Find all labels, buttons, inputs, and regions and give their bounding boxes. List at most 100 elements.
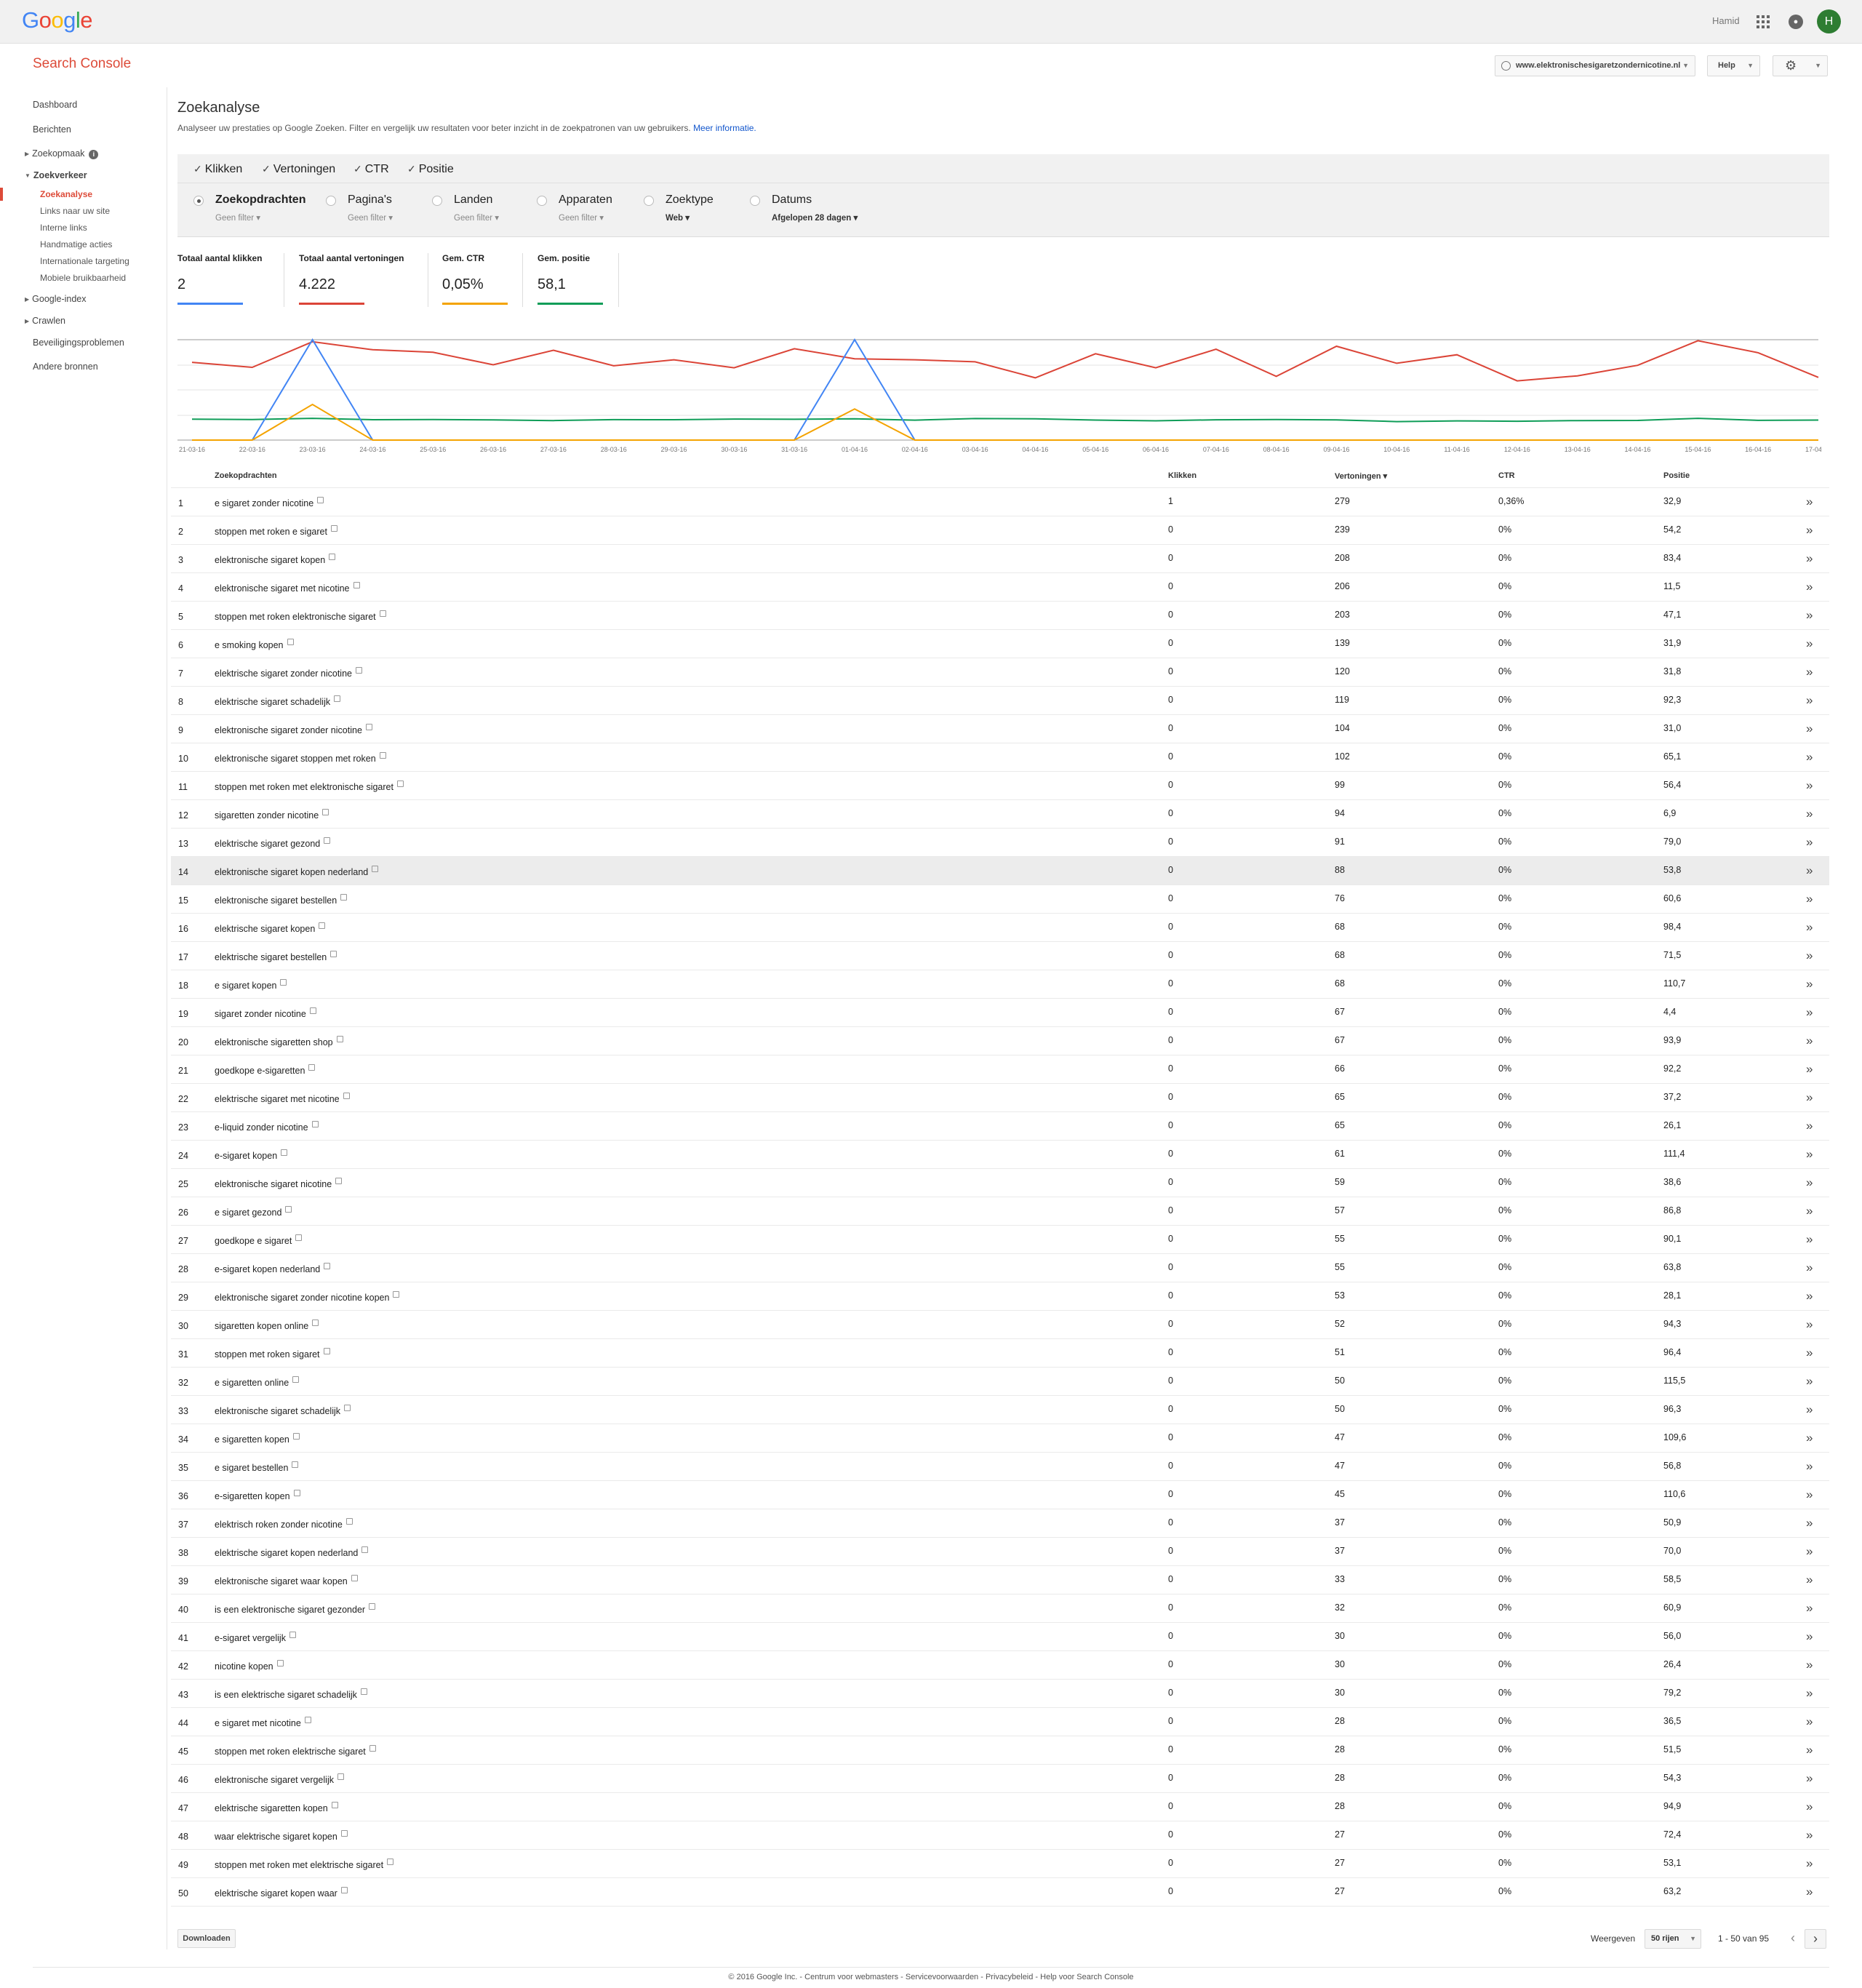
- table-row[interactable]: 18 e sigaret kopen 0 68 0% 110,7 »: [171, 970, 1829, 998]
- query-text[interactable]: elektrische sigaret schadelijk: [215, 695, 341, 707]
- external-link-icon[interactable]: [292, 1376, 300, 1383]
- settings-button[interactable]: ⚙ ▼: [1773, 55, 1828, 76]
- row-details-icon[interactable]: »: [1806, 693, 1813, 707]
- query-text[interactable]: e smoking kopen: [215, 639, 294, 650]
- query-text[interactable]: elektrische sigaret kopen nederland: [215, 1546, 369, 1558]
- query-text[interactable]: elektrisch roken zonder nicotine: [215, 1518, 353, 1530]
- external-link-icon[interactable]: [372, 866, 379, 872]
- table-row[interactable]: 25 elektronische sigaret nicotine 0 59 0% 38,…: [171, 1168, 1829, 1197]
- row-details-icon[interactable]: »: [1806, 1005, 1813, 1019]
- table-row[interactable]: 47 elektrische sigaretten kopen 0 28 0% 94,9 »: [171, 1792, 1829, 1821]
- row-details-icon[interactable]: »: [1806, 1856, 1813, 1870]
- query-text[interactable]: elektrische sigaret met nicotine: [215, 1093, 350, 1104]
- row-details-icon[interactable]: »: [1806, 1431, 1813, 1445]
- filter-dropdown[interactable]: Geen filter ▾: [454, 214, 500, 223]
- table-row[interactable]: 38 elektrische sigaret kopen nederland 0 37…: [171, 1537, 1829, 1565]
- table-row[interactable]: 42 nicotine kopen 0 30 0% 26,4 »: [171, 1650, 1829, 1679]
- table-row[interactable]: 41 e-sigaret vergelijk 0 30 0% 56,0 »: [171, 1622, 1829, 1650]
- query-text[interactable]: goedkope e-sigaretten: [215, 1064, 316, 1076]
- external-link-icon[interactable]: [304, 1717, 311, 1723]
- sidebar-item-mobiele-bruikbaarheid[interactable]: Mobiele bruikbaarheid: [40, 273, 127, 283]
- query-text[interactable]: elektronische sigaret schadelijk: [215, 1405, 351, 1416]
- row-details-icon[interactable]: »: [1806, 1544, 1813, 1558]
- row-details-icon[interactable]: »: [1806, 920, 1813, 934]
- table-row[interactable]: 13 elektrische sigaret gezond 0 91 0% 79,0 »: [171, 828, 1829, 856]
- query-text[interactable]: stoppen met roken sigaret: [215, 1348, 330, 1360]
- query-text[interactable]: e-sigaret vergelijk: [215, 1632, 296, 1643]
- external-link-icon[interactable]: [311, 1121, 319, 1127]
- row-details-icon[interactable]: »: [1806, 1289, 1813, 1303]
- row-details-icon[interactable]: »: [1806, 778, 1813, 792]
- table-row[interactable]: 6 e smoking kopen 0 139 0% 31,9 »: [171, 629, 1829, 658]
- external-link-icon[interactable]: [361, 1546, 369, 1553]
- header-query[interactable]: Zoekopdrachten: [215, 471, 277, 480]
- sidebar-item-zoekanalyse[interactable]: Zoekanalyse: [40, 189, 93, 199]
- google-logo[interactable]: Google: [22, 7, 93, 33]
- sidebar-item-crawlen[interactable]: ▶ Crawlen: [25, 316, 65, 326]
- header-ctr[interactable]: CTR: [1498, 471, 1515, 480]
- query-text[interactable]: stoppen met roken elektronische sigaret: [215, 610, 386, 622]
- external-link-icon[interactable]: [276, 1660, 284, 1666]
- header-position[interactable]: Positie: [1663, 471, 1690, 480]
- external-link-icon[interactable]: [312, 1320, 319, 1326]
- external-link-icon[interactable]: [379, 752, 386, 759]
- table-row[interactable]: 20 elektronische sigaretten shop 0 67 0% 93,9…: [171, 1026, 1829, 1055]
- sidebar-item-links-naar-site[interactable]: Links naar uw site: [40, 206, 111, 216]
- table-row[interactable]: 30 sigaretten kopen online 0 52 0% 94,3 »: [171, 1310, 1829, 1338]
- row-details-icon[interactable]: »: [1806, 580, 1813, 594]
- query-text[interactable]: elektronische sigaretten shop: [215, 1036, 343, 1047]
- external-link-icon[interactable]: [295, 1234, 303, 1241]
- row-details-icon[interactable]: »: [1806, 977, 1813, 991]
- row-details-icon[interactable]: »: [1806, 608, 1813, 622]
- sidebar-item-handmatige-acties[interactable]: Handmatige acties: [40, 239, 113, 250]
- table-row[interactable]: 48 waar elektrische sigaret kopen 0 27 0% 72,…: [171, 1821, 1829, 1849]
- query-text[interactable]: waar elektrische sigaret kopen: [215, 1830, 348, 1842]
- radio-unselected[interactable]: [537, 196, 547, 206]
- row-details-icon[interactable]: »: [1806, 722, 1813, 735]
- filter-dropdown[interactable]: Geen filter ▾: [348, 214, 393, 223]
- query-text[interactable]: e sigaret met nicotine: [215, 1717, 311, 1728]
- external-link-icon[interactable]: [396, 781, 404, 787]
- external-link-icon[interactable]: [287, 639, 294, 645]
- help-button[interactable]: Help ▼: [1707, 55, 1760, 76]
- apps-grid-icon[interactable]: [1757, 15, 1770, 28]
- row-details-icon[interactable]: »: [1806, 750, 1813, 764]
- query-text[interactable]: e sigaretten online: [215, 1376, 300, 1388]
- table-row[interactable]: 34 e sigaretten kopen 0 47 0% 109,6 »: [171, 1424, 1829, 1452]
- query-text[interactable]: goedkope e sigaret: [215, 1234, 303, 1246]
- query-text[interactable]: elektronische sigaret waar kopen: [215, 1575, 358, 1586]
- row-details-icon[interactable]: »: [1806, 1261, 1813, 1274]
- checkbox-klikken[interactable]: ✓ Klikken: [193, 163, 242, 176]
- table-row[interactable]: 33 elektronische sigaret schadelijk 0 50 0% 9…: [171, 1395, 1829, 1424]
- external-link-icon[interactable]: [289, 1632, 296, 1638]
- query-text[interactable]: elektronische sigaret vergelijk: [215, 1773, 344, 1785]
- external-link-icon[interactable]: [369, 1745, 376, 1752]
- query-text[interactable]: e-sigaret kopen nederland: [215, 1263, 331, 1274]
- external-link-icon[interactable]: [365, 724, 372, 730]
- prev-page-button[interactable]: ‹: [1791, 1931, 1795, 1945]
- row-details-icon[interactable]: »: [1806, 1204, 1813, 1218]
- external-link-icon[interactable]: [308, 1064, 316, 1071]
- performance-chart[interactable]: 21-03-16 22-03-16 23-03-16 24-03-16 25-03-16…: [177, 331, 1821, 458]
- table-row[interactable]: 14 elektronische sigaret kopen nederland 0…: [171, 856, 1829, 885]
- row-details-icon[interactable]: »: [1806, 1885, 1813, 1899]
- query-text[interactable]: elektronische sigaret zonder nicotine ko…: [215, 1291, 400, 1303]
- table-row[interactable]: 17 elektrische sigaret bestellen 0 68 0% 71,5…: [171, 941, 1829, 970]
- checkbox-positie[interactable]: ✓ Positie: [407, 163, 454, 176]
- external-link-icon[interactable]: [319, 922, 326, 929]
- checkbox-vertoningen[interactable]: ✓ Vertoningen: [262, 163, 335, 176]
- external-link-icon[interactable]: [329, 554, 336, 560]
- external-link-icon[interactable]: [356, 667, 362, 674]
- external-link-icon[interactable]: [322, 809, 329, 815]
- external-link-icon[interactable]: [330, 525, 337, 532]
- download-button[interactable]: Downloaden: [177, 1929, 236, 1948]
- row-details-icon[interactable]: »: [1806, 1034, 1813, 1047]
- row-details-icon[interactable]: »: [1806, 807, 1813, 821]
- row-details-icon[interactable]: »: [1806, 1090, 1813, 1104]
- row-details-icon[interactable]: »: [1806, 1147, 1813, 1161]
- notifications-icon[interactable]: ●: [1789, 15, 1803, 29]
- query-text[interactable]: e sigaret gezond: [215, 1206, 292, 1218]
- table-row[interactable]: 28 e-sigaret kopen nederland 0 55 0% 63,8 »: [171, 1253, 1829, 1282]
- filter-dropdown[interactable]: Web ▾: [666, 214, 690, 223]
- row-details-icon[interactable]: »: [1806, 1686, 1813, 1700]
